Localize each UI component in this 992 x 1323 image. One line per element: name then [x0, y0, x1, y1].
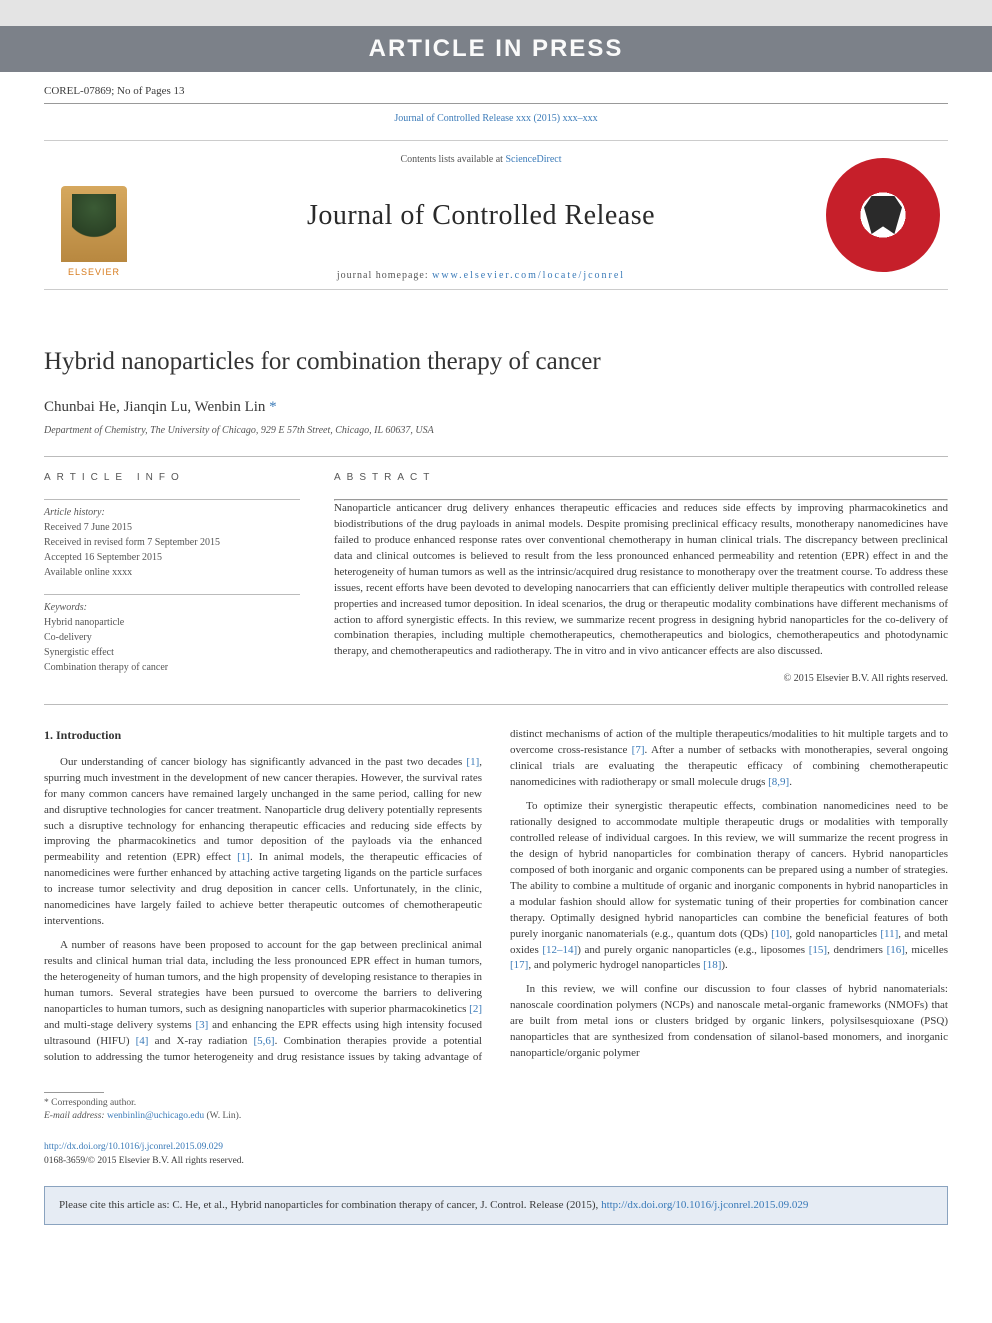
- jcr-badge-icon: [826, 158, 940, 272]
- article-title: Hybrid nanoparticles for combination the…: [44, 344, 948, 379]
- sciencedirect-link[interactable]: ScienceDirect: [505, 154, 561, 165]
- rule-above-info: [44, 456, 948, 457]
- ref-link[interactable]: [11]: [880, 928, 898, 940]
- elsevier-tree-icon: [61, 186, 127, 262]
- masthead: ELSEVIER Contents lists available at Sci…: [44, 140, 948, 290]
- info-rule-1: [44, 499, 300, 500]
- ref-link[interactable]: [16]: [887, 944, 905, 956]
- body-paragraph: Our understanding of cancer biology has …: [44, 755, 482, 930]
- ref-link[interactable]: [15]: [809, 944, 827, 956]
- journal-citation: Journal of Controlled Release xxx (2015)…: [44, 112, 948, 126]
- keyword-item: Hybrid nanoparticle: [44, 616, 300, 630]
- doi-link[interactable]: http://dx.doi.org/10.1016/j.jconrel.2015…: [44, 1142, 223, 1152]
- doi-block: http://dx.doi.org/10.1016/j.jconrel.2015…: [44, 1141, 948, 1168]
- contents-prefix: Contents lists available at: [400, 154, 505, 165]
- ref-link[interactable]: [5,6]: [254, 1035, 275, 1047]
- article-info-heading: article info: [44, 471, 300, 485]
- please-cite-box: Please cite this article as: C. He, et a…: [44, 1186, 948, 1225]
- corresponding-mark: *: [269, 399, 277, 415]
- body-paragraph: In this review, we will confine our disc…: [510, 982, 948, 1062]
- homepage-link[interactable]: www.elsevier.com/locate/jconrel: [432, 270, 625, 281]
- ref-link[interactable]: [18]: [703, 959, 721, 971]
- top-grey-bar: [0, 0, 992, 26]
- email-suffix: (W. Lin).: [204, 1111, 241, 1121]
- body-paragraph: To optimize their synergistic therapeuti…: [510, 799, 948, 974]
- revised-date: Received in revised form 7 September 201…: [44, 536, 300, 550]
- footnote-block: * Corresponding author. E-mail address: …: [44, 1092, 451, 1124]
- rule-top: [44, 103, 948, 104]
- cite-text: Please cite this article as: C. He, et a…: [59, 1199, 601, 1211]
- ref-link[interactable]: [12–14]: [542, 944, 577, 956]
- ref-link[interactable]: [8,9]: [768, 776, 789, 788]
- elsevier-logo: ELSEVIER: [44, 141, 144, 289]
- article-info-column: article info Article history: Received 7…: [44, 471, 300, 686]
- keyword-item: Synergistic effect: [44, 646, 300, 660]
- abstract-heading: abstract: [334, 471, 948, 485]
- abstract-copyright: © 2015 Elsevier B.V. All rights reserved…: [334, 672, 948, 686]
- journal-name: Journal of Controlled Release: [307, 196, 655, 235]
- homepage-prefix: journal homepage:: [337, 270, 432, 281]
- cite-doi-link[interactable]: http://dx.doi.org/10.1016/j.jconrel.2015…: [601, 1199, 808, 1211]
- email-label: E-mail address:: [44, 1111, 107, 1121]
- article-in-press-banner: ARTICLE IN PRESS: [0, 26, 992, 72]
- ref-link[interactable]: [17]: [510, 959, 528, 971]
- keyword-item: Co-delivery: [44, 631, 300, 645]
- ref-link[interactable]: [2]: [469, 1003, 482, 1015]
- authors-plain: Chunbai He, Jianqin Lu, Wenbin Lin: [44, 399, 269, 415]
- received-date: Received 7 June 2015: [44, 521, 300, 535]
- email-link[interactable]: wenbinlin@uchicago.edu: [107, 1111, 204, 1121]
- body-two-columns: 1. Introduction Our understanding of can…: [44, 727, 948, 1067]
- ref-link[interactable]: [3]: [196, 1019, 209, 1031]
- ref-link[interactable]: [10]: [771, 928, 789, 940]
- accepted-date: Accepted 16 September 2015: [44, 551, 300, 565]
- info-rule-2: [44, 594, 300, 595]
- ref-link[interactable]: [7]: [632, 744, 645, 756]
- corel-id: COREL-07869; No of Pages 13: [44, 84, 948, 99]
- keyword-item: Combination therapy of cancer: [44, 661, 300, 675]
- elsevier-wordmark: ELSEVIER: [68, 266, 120, 279]
- corresponding-author-note: * Corresponding author.: [44, 1097, 451, 1110]
- ref-link[interactable]: [4]: [136, 1035, 149, 1047]
- contents-lists-line: Contents lists available at ScienceDirec…: [400, 153, 561, 167]
- ref-link[interactable]: [1]: [237, 851, 250, 863]
- rule-below-abstract: [44, 704, 948, 705]
- ref-link[interactable]: [1]: [466, 756, 479, 768]
- keywords-label: Keywords:: [44, 601, 300, 615]
- abstract-text: Nanoparticle anticancer drug delivery en…: [334, 501, 948, 660]
- authors: Chunbai He, Jianqin Lu, Wenbin Lin *: [44, 397, 948, 418]
- affiliation: Department of Chemistry, The University …: [44, 424, 948, 438]
- online-date: Available online xxxx: [44, 566, 300, 580]
- abstract-column: abstract Nanoparticle anticancer drug de…: [334, 471, 948, 686]
- issn-copyright: 0168-3659/© 2015 Elsevier B.V. All right…: [44, 1155, 948, 1168]
- homepage-line: journal homepage: www.elsevier.com/locat…: [337, 269, 625, 283]
- section-heading-intro: 1. Introduction: [44, 727, 482, 744]
- history-label: Article history:: [44, 506, 300, 520]
- footnote-rule: [44, 1092, 104, 1093]
- journal-badge: [818, 141, 948, 289]
